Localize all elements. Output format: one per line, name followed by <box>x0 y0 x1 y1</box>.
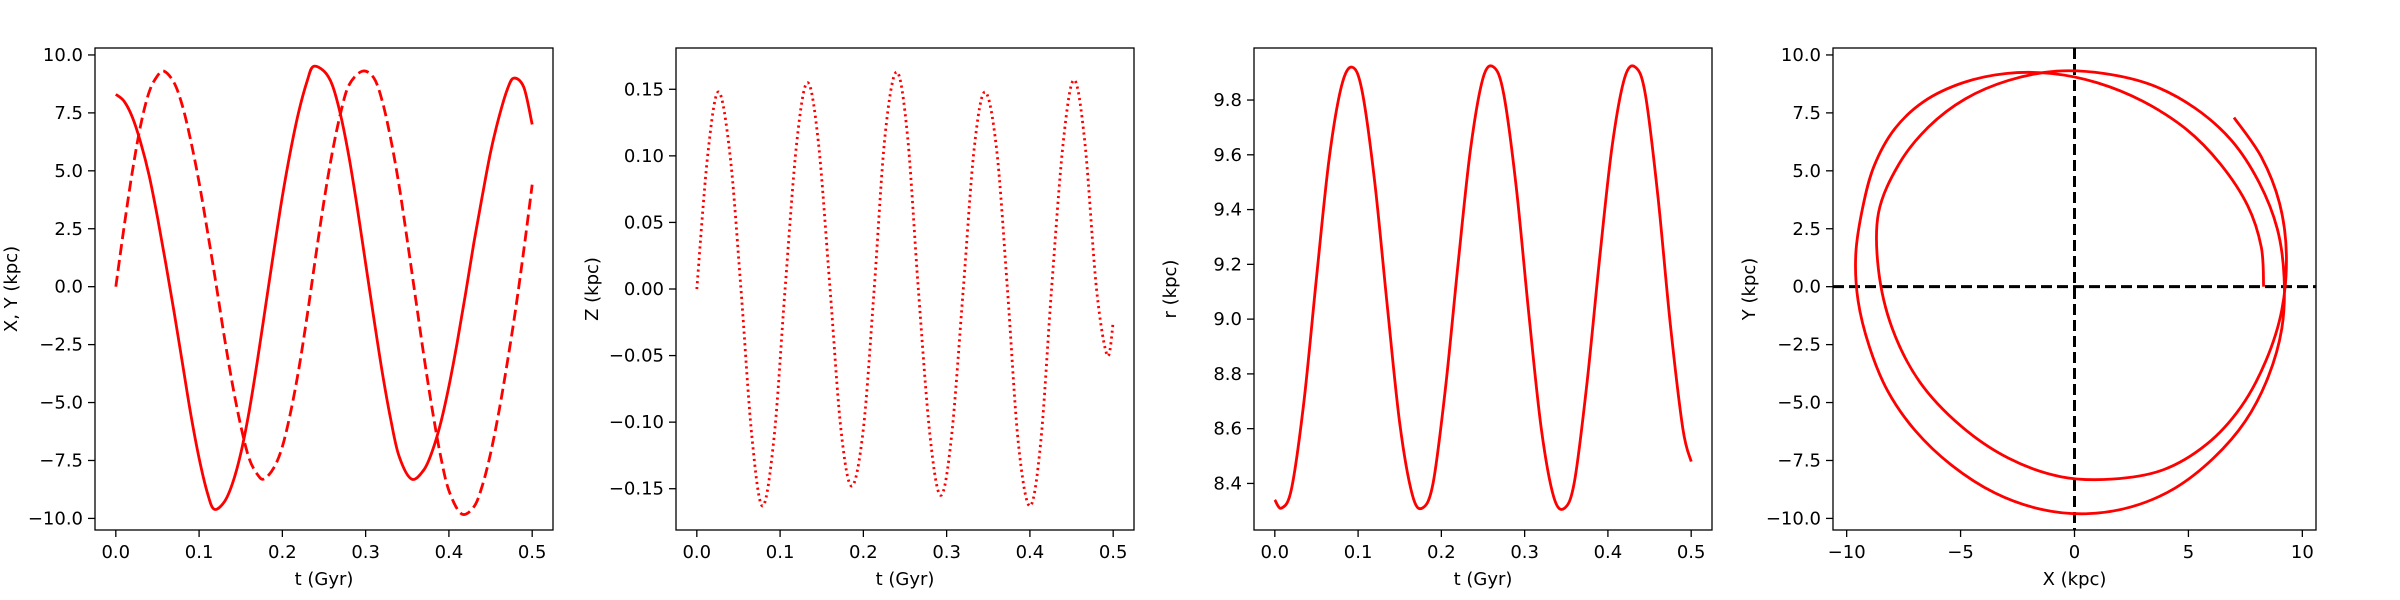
y-tick-label: 0.15 <box>624 79 664 100</box>
y-tick-label: 10.0 <box>43 45 83 66</box>
y-tick-label: 9.2 <box>1213 254 1242 275</box>
y-tick-label: 7.5 <box>1792 103 1821 124</box>
x-tick-label: 0 <box>2069 542 2080 563</box>
panel-r-vs-time: 0.0 0.1 0.2 0.3 0.4 0.5 8.4 8.6 8.8 9.0 9.2 9.4 9.6 9… <box>1160 47 1713 590</box>
plot-area <box>1273 64 1693 511</box>
x-tick-label: 0.3 <box>1510 542 1539 563</box>
y-tick-label: 8.6 <box>1213 419 1242 440</box>
x-tick-label: 0.3 <box>351 542 380 563</box>
x-tick-label: 0.0 <box>101 542 130 563</box>
y-tick-label: 5.0 <box>54 161 83 182</box>
y-tick-label: 0.05 <box>624 212 664 233</box>
y-tick-label: −5.0 <box>1777 393 1821 414</box>
x-tick-label: 0.5 <box>518 542 547 563</box>
y-tick-label: 0.0 <box>1792 277 1821 298</box>
y-tick-label: −7.5 <box>39 450 83 471</box>
x-tick-label: 0.1 <box>185 542 214 563</box>
x-tick-label: 0.2 <box>268 542 297 563</box>
x-tick-label: 0.2 <box>1427 542 1456 563</box>
y-tick-label: 0.10 <box>624 146 664 167</box>
x-tick-label: −10 <box>1828 542 1866 563</box>
y-tick-label: 0.00 <box>624 279 664 300</box>
panel-orbit-xy: −10 −5 0 5 10 −10.0 −7.5 −5.0 −2.5 0.0 2.5 5.0 7.5 10… <box>1739 45 2317 590</box>
y-tick-label: 9.8 <box>1213 90 1242 111</box>
y-tick-label: −2.5 <box>39 335 83 356</box>
series-line-solid <box>1273 64 1693 511</box>
series-line-solid <box>114 64 534 511</box>
y-tick-label: −5.0 <box>39 393 83 414</box>
y-tick-label: −10.0 <box>1766 508 1821 529</box>
y-axis-label: r (kpc) <box>1160 260 1181 319</box>
y-tick-label: 5.0 <box>1792 161 1821 182</box>
y-tick-label: 8.8 <box>1213 364 1242 385</box>
x-tick-label: 0.4 <box>1016 542 1045 563</box>
x-tick-label: 0.1 <box>766 542 795 563</box>
y-axis-label: Z (kpc) <box>582 257 603 321</box>
y-axis-label: Y (kpc) <box>1739 258 1760 322</box>
panel-z-vs-time: 0.0 0.1 0.2 0.3 0.4 0.5 −0.15 −0.10 −0.05 0.00 0.0… <box>582 47 1135 590</box>
y-tick-label: −2.5 <box>1777 335 1821 356</box>
plot-area <box>1833 48 2316 530</box>
x-axis-label: X (kpc) <box>2043 569 2107 590</box>
y-tick-label: 7.5 <box>54 103 83 124</box>
series-line-dotted <box>695 70 1115 508</box>
plot-area <box>695 70 1115 508</box>
x-tick-label: 0.2 <box>849 542 878 563</box>
y-tick-label: 9.0 <box>1213 309 1242 330</box>
y-tick-label: 10.0 <box>1781 45 1821 66</box>
panel-xy-vs-time: 0.0 0.1 0.2 0.3 0.4 0.5 −10.0 −7.5 −5.0 −2.5 0.0 2.… <box>1 45 554 590</box>
x-tick-label: 0.0 <box>682 542 711 563</box>
x-tick-label: 0.0 <box>1260 542 1289 563</box>
y-tick-label: −0.05 <box>609 346 664 367</box>
x-axis-label: t (Gyr) <box>1454 569 1513 590</box>
plot-area <box>114 64 534 516</box>
x-axis-label: t (Gyr) <box>295 569 354 590</box>
series-line-solid <box>1854 69 2288 516</box>
axes-frame <box>94 47 554 531</box>
y-tick-label: 2.5 <box>1792 219 1821 240</box>
x-tick-label: 0.4 <box>1594 542 1623 563</box>
series-line-dashed <box>114 69 534 516</box>
x-tick-label: 0.3 <box>932 542 961 563</box>
y-tick-label: 9.4 <box>1213 200 1242 221</box>
x-tick-label: 10 <box>2291 542 2314 563</box>
y-axis-label: X, Y (kpc) <box>1 246 22 332</box>
y-tick-label: −0.10 <box>609 412 664 433</box>
y-tick-label: −0.15 <box>609 479 664 500</box>
x-tick-label: 0.4 <box>435 542 464 563</box>
y-tick-label: 9.6 <box>1213 145 1242 166</box>
x-axis-label: t (Gyr) <box>876 569 935 590</box>
x-tick-label: −5 <box>1947 542 1974 563</box>
y-tick-label: 2.5 <box>54 219 83 240</box>
x-tick-label: 0.5 <box>1677 542 1706 563</box>
y-tick-label: −7.5 <box>1777 450 1821 471</box>
x-tick-label: 5 <box>2183 542 2194 563</box>
axes-frame <box>1253 47 1713 531</box>
x-tick-label: 0.5 <box>1099 542 1128 563</box>
y-tick-label: 8.4 <box>1213 473 1242 494</box>
x-tick-label: 0.1 <box>1344 542 1373 563</box>
y-tick-label: 0.0 <box>54 277 83 298</box>
y-tick-label: −10.0 <box>28 508 83 529</box>
